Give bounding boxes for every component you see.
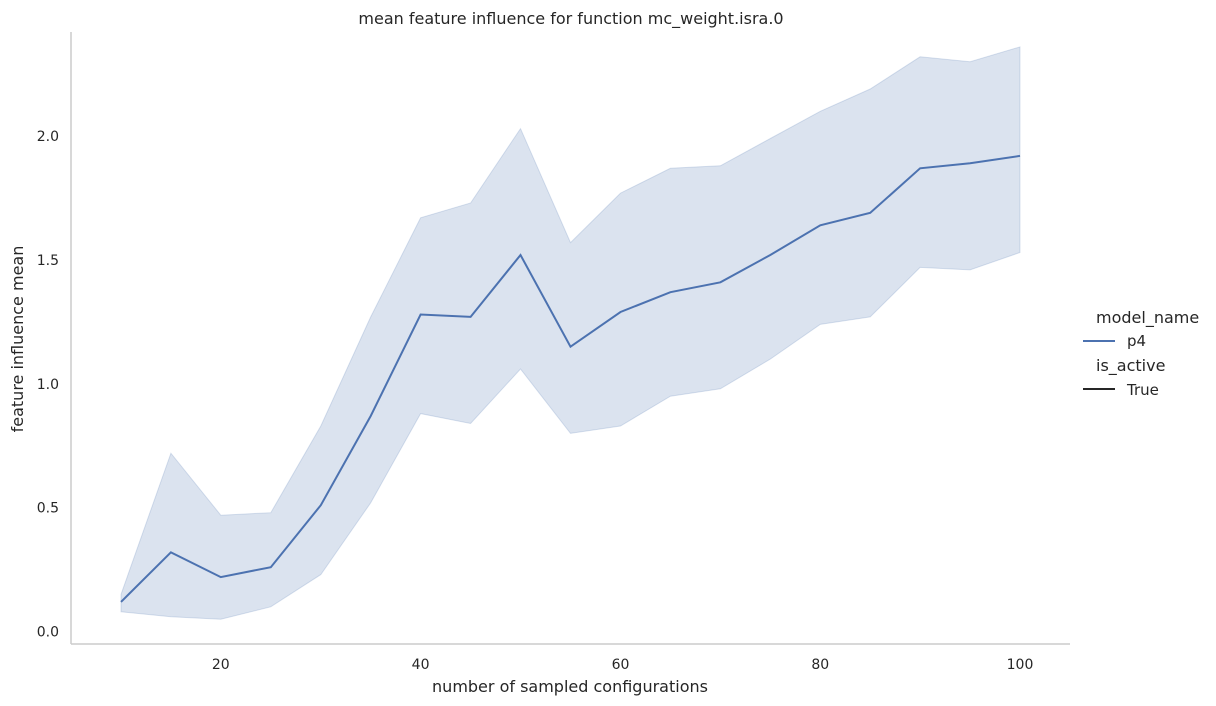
x-ticks: 20 40 60 80 100 — [212, 657, 1033, 673]
y-axis-label: feature influence mean — [8, 246, 27, 433]
x-tick-label: 60 — [612, 657, 630, 673]
legend-style-title: is_active — [1096, 356, 1165, 376]
legend: model_name p4 is_active True — [1083, 308, 1199, 399]
plot-area — [120, 46, 1021, 620]
y-tick-label: 1.0 — [37, 377, 59, 393]
legend-label-true: True — [1126, 381, 1159, 399]
series-line-p4 — [120, 154, 1021, 603]
chart-title: mean feature influence for function mc_w… — [358, 9, 783, 29]
legend-label-p4: p4 — [1127, 332, 1146, 350]
y-tick-label: 2.0 — [37, 129, 59, 145]
x-axis-label: number of sampled configurations — [432, 677, 708, 696]
y-tick-label: 1.5 — [37, 253, 59, 269]
x-tick-label: 100 — [1007, 657, 1034, 673]
y-tick-label: 0.0 — [37, 625, 59, 641]
y-tick-label: 0.5 — [37, 501, 59, 517]
x-tick-label: 80 — [811, 657, 829, 673]
x-tick-label: 40 — [412, 657, 430, 673]
legend-hue-title: model_name — [1096, 308, 1199, 328]
confidence-band — [120, 46, 1021, 620]
x-tick-label: 20 — [212, 657, 230, 673]
y-ticks: 0.0 0.5 1.0 1.5 2.0 — [37, 129, 59, 640]
